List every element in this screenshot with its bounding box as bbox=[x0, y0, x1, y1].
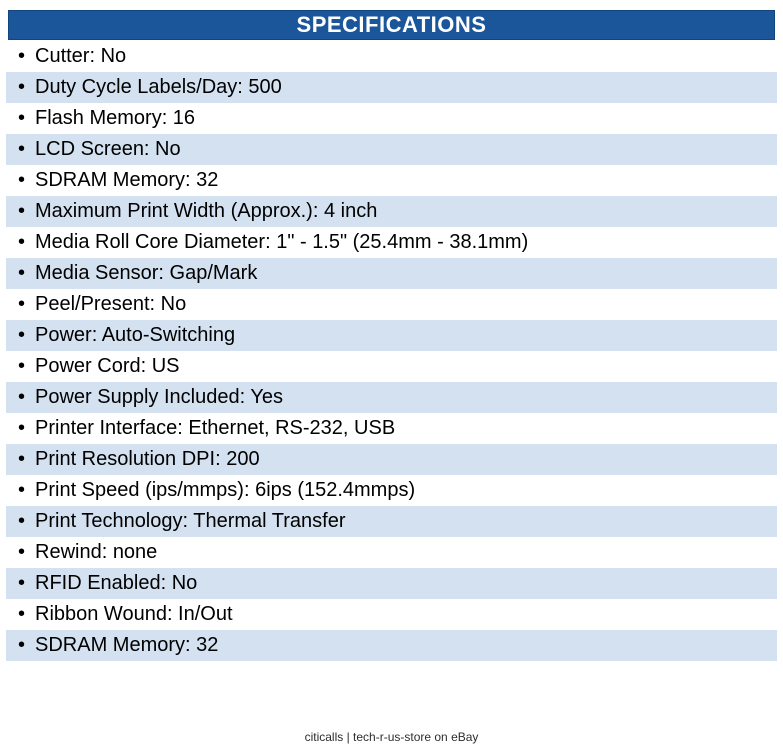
spec-text: RFID Enabled: No bbox=[35, 572, 198, 594]
spec-text: Cutter: No bbox=[35, 45, 127, 67]
spec-text: Print Technology: Thermal Transfer bbox=[35, 510, 346, 532]
spec-text: Printer Interface: Ethernet, RS-232, USB bbox=[35, 417, 396, 439]
spec-row: • Power: Auto-Switching bbox=[6, 320, 777, 351]
spec-row: • Duty Cycle Labels/Day: 500 bbox=[6, 72, 777, 103]
listing-specifications-page: SPECIFICATIONS • Cutter: No • Duty Cycle… bbox=[6, 10, 777, 661]
bullet-icon: • bbox=[18, 323, 26, 346]
spec-text: Rewind: none bbox=[35, 541, 158, 563]
bullet-icon: • bbox=[18, 416, 26, 439]
spec-text: Power Supply Included: Yes bbox=[35, 386, 283, 408]
spec-text: Print Resolution DPI: 200 bbox=[35, 448, 260, 470]
spec-text: Peel/Present: No bbox=[35, 293, 187, 315]
bullet-icon: • bbox=[18, 44, 26, 67]
spec-row: • Power Supply Included: Yes bbox=[6, 382, 777, 413]
spec-row: • Printer Interface: Ethernet, RS-232, U… bbox=[6, 413, 777, 444]
footer-attribution: citicalls | tech-r-us-store on eBay bbox=[0, 730, 783, 744]
spec-text: Maximum Print Width (Approx.): 4 inch bbox=[35, 200, 378, 222]
spec-row: • Media Sensor: Gap/Mark bbox=[6, 258, 777, 289]
bullet-icon: • bbox=[18, 75, 26, 98]
bullet-icon: • bbox=[18, 230, 26, 253]
spec-text: Duty Cycle Labels/Day: 500 bbox=[35, 76, 282, 98]
spec-list: • Cutter: No • Duty Cycle Labels/Day: 50… bbox=[6, 41, 777, 661]
bullet-icon: • bbox=[18, 633, 26, 656]
bullet-icon: • bbox=[18, 354, 26, 377]
spec-row: • RFID Enabled: No bbox=[6, 568, 777, 599]
bullet-icon: • bbox=[18, 168, 26, 191]
bullet-icon: • bbox=[18, 478, 26, 501]
spec-row: • Print Resolution DPI: 200 bbox=[6, 444, 777, 475]
spec-row: • Media Roll Core Diameter: 1" - 1.5" (2… bbox=[6, 227, 777, 258]
bullet-icon: • bbox=[18, 199, 26, 222]
bullet-icon: • bbox=[18, 292, 26, 315]
spec-text: Power: Auto-Switching bbox=[35, 324, 236, 346]
spec-row: • Maximum Print Width (Approx.): 4 inch bbox=[6, 196, 777, 227]
spec-text: LCD Screen: No bbox=[35, 138, 181, 160]
bullet-icon: • bbox=[18, 447, 26, 470]
footer-text: citicalls | tech-r-us-store on eBay bbox=[304, 730, 479, 744]
spec-text: Media Sensor: Gap/Mark bbox=[35, 262, 258, 284]
spec-text: SDRAM Memory: 32 bbox=[35, 169, 219, 191]
bullet-icon: • bbox=[18, 137, 26, 160]
spec-row: • Print Speed (ips/mmps): 6ips (152.4mmp… bbox=[6, 475, 777, 506]
specifications-title: SPECIFICATIONS bbox=[296, 12, 487, 37]
spec-row: • Ribbon Wound: In/Out bbox=[6, 599, 777, 630]
spec-text: Ribbon Wound: In/Out bbox=[35, 603, 233, 625]
specifications-header: SPECIFICATIONS bbox=[8, 10, 775, 40]
spec-text: SDRAM Memory: 32 bbox=[35, 634, 219, 656]
bullet-icon: • bbox=[18, 261, 26, 284]
spec-row: • LCD Screen: No bbox=[6, 134, 777, 165]
spec-row: • Rewind: none bbox=[6, 537, 777, 568]
spec-text: Print Speed (ips/mmps): 6ips (152.4mmps) bbox=[35, 479, 416, 501]
spec-text: Media Roll Core Diameter: 1" - 1.5" (25.… bbox=[35, 231, 529, 253]
bullet-icon: • bbox=[18, 509, 26, 532]
bullet-icon: • bbox=[18, 602, 26, 625]
spec-row: • Print Technology: Thermal Transfer bbox=[6, 506, 777, 537]
spec-text: Power Cord: US bbox=[35, 355, 180, 377]
spec-row: • Power Cord: US bbox=[6, 351, 777, 382]
spec-row: • Cutter: No bbox=[6, 41, 777, 72]
bullet-icon: • bbox=[18, 385, 26, 408]
spec-text: Flash Memory: 16 bbox=[35, 107, 196, 129]
spec-row: • SDRAM Memory: 32 bbox=[6, 630, 777, 661]
bullet-icon: • bbox=[18, 106, 26, 129]
bullet-icon: • bbox=[18, 571, 26, 594]
spec-row: • SDRAM Memory: 32 bbox=[6, 165, 777, 196]
spec-row: • Peel/Present: No bbox=[6, 289, 777, 320]
spec-row: • Flash Memory: 16 bbox=[6, 103, 777, 134]
bullet-icon: • bbox=[18, 540, 26, 563]
